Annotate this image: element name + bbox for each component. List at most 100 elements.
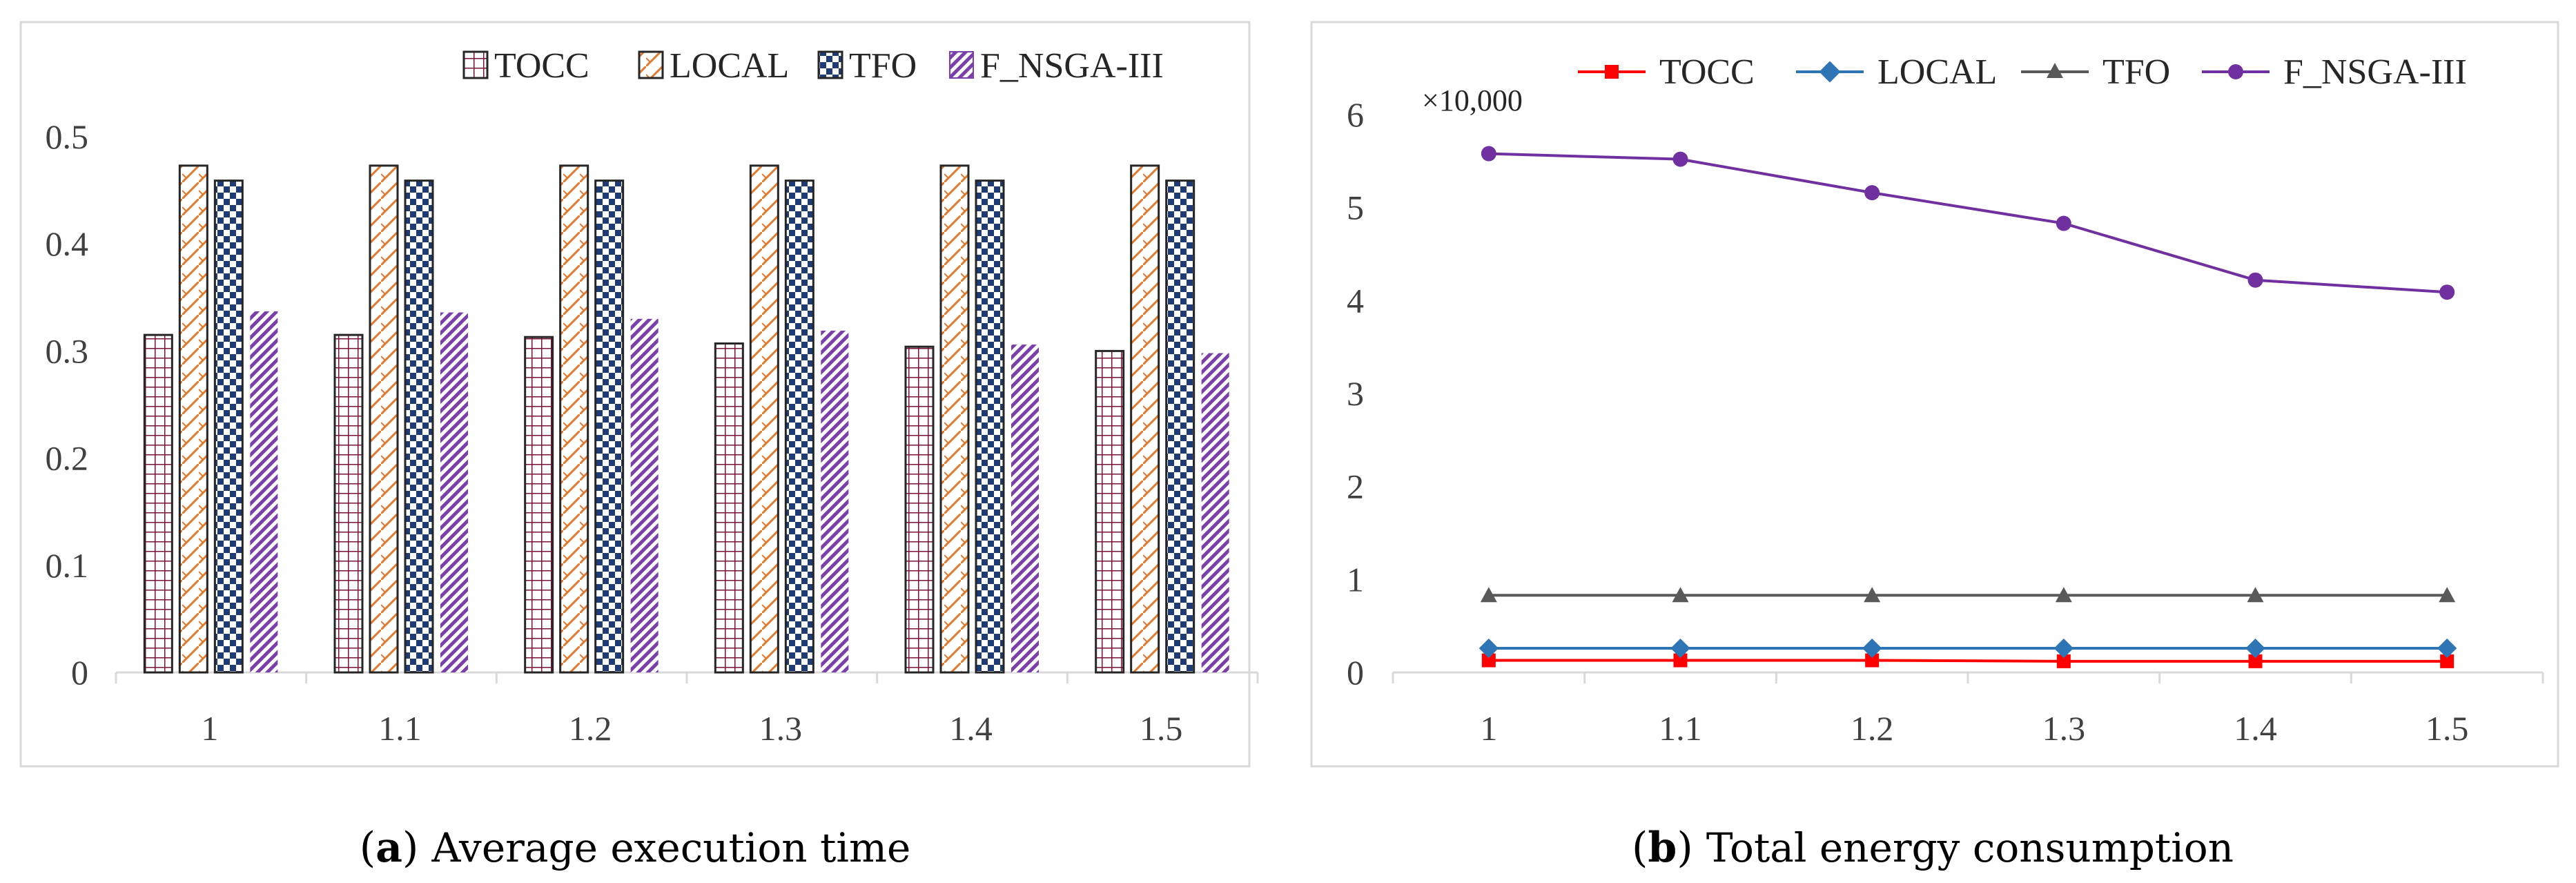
- point-tocc-1-3: [2056, 654, 2071, 668]
- legend-label-local: LOCAL: [670, 46, 789, 86]
- point-local-1-1: [1670, 638, 1690, 659]
- bar-f-nsga-iii-1-1: [440, 312, 468, 672]
- bar-f-nsga-iii-1: [250, 311, 278, 672]
- x-tick-label: 1.3: [759, 709, 803, 748]
- x-axis-ticks: 1 1.1 1.2 1.3 1.4 1.5: [115, 672, 1259, 748]
- point-local-1-5: [2437, 638, 2457, 659]
- y-tick-label: 0.4: [46, 224, 89, 263]
- caption-b-text: Total energy consumption: [1706, 824, 2234, 871]
- point-local-1: [1479, 638, 1499, 659]
- point-tfo-1-4: [2247, 587, 2264, 603]
- bar-chart-panel: 0 0.1 0.2 0.3 0.4 0.5 1 1.1 1.2 1.3 1.4 1.5 TOCC L…: [19, 21, 1259, 872]
- legend-swatch-tfo: [817, 50, 843, 79]
- point-local-1-4: [2245, 638, 2265, 659]
- y-tick-label-b: 0: [1347, 653, 1364, 692]
- legend-swatch-fnsga: [949, 51, 974, 79]
- x-tick-label-b: 1.4: [2234, 709, 2277, 748]
- y-tick-label-b: 5: [1347, 188, 1364, 227]
- point-local-1-3: [2053, 638, 2074, 659]
- point-f-nsga-iii-1-3: [2056, 215, 2071, 231]
- legend-b-label-tocc: TOCC: [1659, 52, 1755, 92]
- legend-b-item-local: LOCAL: [1796, 52, 1997, 92]
- point-tocc-1: [1481, 653, 1496, 668]
- x-tick-label: 1.4: [949, 709, 993, 748]
- y-tick-label-b: 2: [1347, 467, 1364, 506]
- point-tfo-1-1: [1672, 587, 1689, 603]
- bar-tfo-1-5: [1165, 179, 1196, 674]
- bar-local-1-2: [559, 164, 589, 674]
- bar-tfo-1: [213, 179, 244, 674]
- legend-item-local: LOCAL: [638, 46, 789, 86]
- bar-f-nsga-iii-1-2: [630, 318, 658, 673]
- bar-tocc-1-3: [714, 342, 744, 674]
- x-tick-label: 1.5: [1140, 709, 1183, 748]
- bar-tocc-1-2: [524, 336, 554, 674]
- caption-a-text: Average execution time: [431, 824, 911, 871]
- x-tick-label: 1.2: [569, 709, 612, 748]
- caption-b-letter: b: [1648, 824, 1677, 872]
- bar-tocc-1: [143, 333, 173, 674]
- point-tocc-1-2: [1865, 653, 1880, 668]
- y-axis-ticks-b: 0 1 2 3 4 5 6: [1347, 95, 1364, 692]
- x-axis-ticks-b: 1 1.1 1.2 1.3 1.4 1.5: [1392, 672, 2544, 748]
- legend-b-label-tfo: TFO: [2102, 52, 2170, 92]
- x-tick-label-b: 1.2: [1851, 709, 1894, 748]
- y-tick-label: 0.5: [46, 117, 89, 156]
- bar-f-nsga-iii-1-5: [1201, 353, 1229, 672]
- line-tocc: [1488, 659, 2448, 663]
- legend-b-marker-tfo: [2047, 63, 2063, 78]
- legend-item-tfo: TFO: [817, 46, 917, 86]
- point-tocc-1-1: [1673, 653, 1688, 668]
- y-axis-ticks: 0 0.1 0.2 0.3 0.4 0.5: [46, 117, 89, 692]
- legend-item-tocc: TOCC: [462, 46, 589, 86]
- x-tick-label-b: 1: [1480, 709, 1497, 748]
- point-tfo-1-5: [2439, 587, 2456, 603]
- y-tick-label-b: 3: [1347, 374, 1364, 413]
- legend-swatch-local: [638, 50, 664, 79]
- bar-tfo-1-4: [975, 179, 1005, 674]
- legend-label-fnsga: F_NSGA-III: [980, 46, 1164, 86]
- bar-tfo-1-3: [784, 179, 814, 674]
- y-tick-label: 0.1: [46, 546, 89, 585]
- series-lines: [1479, 146, 2457, 668]
- y-multiplier-label: ×10,000: [1422, 84, 1523, 117]
- bars: [143, 164, 1229, 674]
- y-tick-label-b: 1: [1347, 560, 1364, 599]
- bar-f-nsga-iii-1-3: [821, 330, 849, 672]
- legend: TOCC LOCAL TFO F_NSGA-III: [462, 46, 1164, 86]
- point-tocc-1-5: [2440, 654, 2455, 668]
- y-tick-label-b: 4: [1347, 281, 1364, 320]
- bar-tfo-1-1: [404, 179, 434, 674]
- point-f-nsga-iii-1: [1481, 146, 1496, 162]
- y-tick-label-b: 6: [1347, 95, 1364, 134]
- caption-a-letter: a: [375, 824, 402, 872]
- y-tick-label: 0.2: [46, 439, 89, 478]
- legend-b-item-tocc: TOCC: [1578, 52, 1755, 92]
- x-tick-label: 1.1: [378, 709, 422, 748]
- bar-tfo-1-2: [594, 179, 625, 674]
- line-f-nsga-iii: [1488, 152, 2448, 294]
- legend-label-tocc: TOCC: [494, 46, 589, 86]
- bar-tocc-1-1: [333, 333, 364, 674]
- x-tick-label-b: 1.5: [2426, 709, 2469, 748]
- point-f-nsga-iii-1-2: [1864, 185, 1880, 201]
- x-tick-label-b: 1.3: [2042, 709, 2086, 748]
- line-chart-panel: ×10,000 0 1 2 3 4 5 6 1 1.1 1.2 1.3 1.4 1.5 TOCC LO…: [1310, 21, 2559, 872]
- caption-a: (a) Average execution time: [360, 824, 911, 872]
- point-tfo-1-2: [1864, 587, 1881, 603]
- point-local-1-2: [1862, 638, 1882, 659]
- point-f-nsga-iii-1-1: [1672, 151, 1688, 167]
- legend-b-marker-local: [1819, 61, 1841, 83]
- legend-b-item-tfo: TFO: [2021, 52, 2170, 92]
- x-tick-label-b: 1.1: [1659, 709, 1702, 748]
- bar-f-nsga-iii-1-4: [1011, 345, 1039, 672]
- chart-frame-b: [1310, 21, 2559, 768]
- y-tick-label: 0: [71, 653, 88, 692]
- legend-b-marker-fnsga: [2228, 64, 2243, 79]
- y-tick-label: 0.3: [46, 331, 89, 370]
- legend-b-item-fnsga: F_NSGA-III: [2202, 52, 2467, 92]
- bar-local-1-4: [939, 164, 970, 674]
- point-tocc-1-4: [2248, 654, 2263, 668]
- legend-swatch-tocc: [462, 50, 489, 79]
- point-tfo-1: [1480, 587, 1497, 603]
